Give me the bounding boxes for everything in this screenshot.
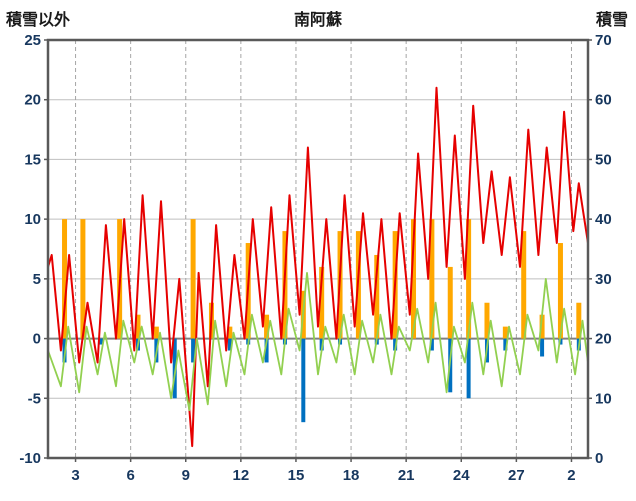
- orange-bars: [502, 326, 508, 339]
- right-tick-label: 0: [595, 450, 603, 467]
- x-tick-label: 3: [71, 467, 79, 484]
- x-tick-label: 9: [182, 467, 190, 484]
- blue-bars: [503, 338, 508, 351]
- orange-bars: [62, 219, 68, 339]
- orange-bars: [557, 243, 563, 339]
- orange-bars: [190, 219, 196, 339]
- left-tick-label: 20: [24, 92, 41, 109]
- x-tick-label: 27: [508, 467, 525, 484]
- orange-bars: [227, 326, 233, 339]
- x-tick-label: 12: [233, 467, 250, 484]
- x-tick-label: 2: [567, 467, 575, 484]
- orange-bars: [135, 314, 141, 339]
- x-tick-label: 24: [453, 467, 470, 484]
- plot-area: [48, 40, 588, 458]
- x-tick-label: 6: [126, 467, 134, 484]
- orange-bars: [429, 219, 435, 339]
- red-line: [47, 86, 589, 448]
- orange-bars: [319, 266, 325, 339]
- right-tick-label: 20: [595, 331, 612, 348]
- orange-bars: [264, 314, 270, 339]
- orange-bars: [484, 302, 490, 339]
- green-line: [47, 271, 589, 412]
- left-tick-label: 25: [24, 32, 41, 49]
- right-tick-label: 10: [595, 390, 612, 407]
- blue-bars: [429, 338, 434, 351]
- blue-bars: [172, 338, 177, 399]
- right-tick-label: 60: [595, 92, 612, 109]
- blue-bars: [393, 338, 398, 351]
- left-tick-label: 10: [24, 211, 41, 228]
- chart-title: 南阿蘇: [293, 12, 342, 29]
- left-tick-label: -10: [19, 450, 41, 467]
- left-tick-label: -5: [28, 390, 41, 407]
- right-tick-label: 50: [595, 151, 612, 168]
- blue-bars: [466, 338, 471, 399]
- plot-border: [46, 38, 590, 460]
- x-tick-label: 21: [398, 467, 415, 484]
- orange-bars: [80, 219, 86, 339]
- orange-bars: [521, 231, 527, 339]
- orange-bars: [539, 314, 545, 339]
- blue-bars: [264, 338, 269, 363]
- blue-bars: [540, 338, 545, 357]
- left-tick-label: 5: [33, 271, 41, 288]
- x-tick-label: 15: [288, 467, 305, 484]
- right-tick-label: 40: [595, 211, 612, 228]
- orange-bars: [153, 326, 159, 339]
- orange-bars: [374, 254, 380, 339]
- orange-bars: [466, 219, 472, 339]
- right-tick-label: 30: [595, 271, 612, 288]
- right-tick-label: 70: [595, 32, 612, 49]
- blue-bars: [99, 338, 104, 345]
- left-tick-label: 15: [24, 151, 41, 168]
- left-axis-title: 積雪以外: [6, 12, 71, 29]
- orange-bars: [411, 219, 417, 339]
- left-tick-label: 0: [33, 331, 41, 348]
- x-tick-label: 18: [343, 467, 360, 484]
- blue-bars: [191, 338, 196, 363]
- blue-bars: [301, 338, 306, 423]
- orange-bars: [447, 266, 453, 339]
- orange-bars: [576, 302, 582, 339]
- right-axis-title: 積雪: [595, 12, 628, 29]
- blue-bars: [227, 338, 232, 351]
